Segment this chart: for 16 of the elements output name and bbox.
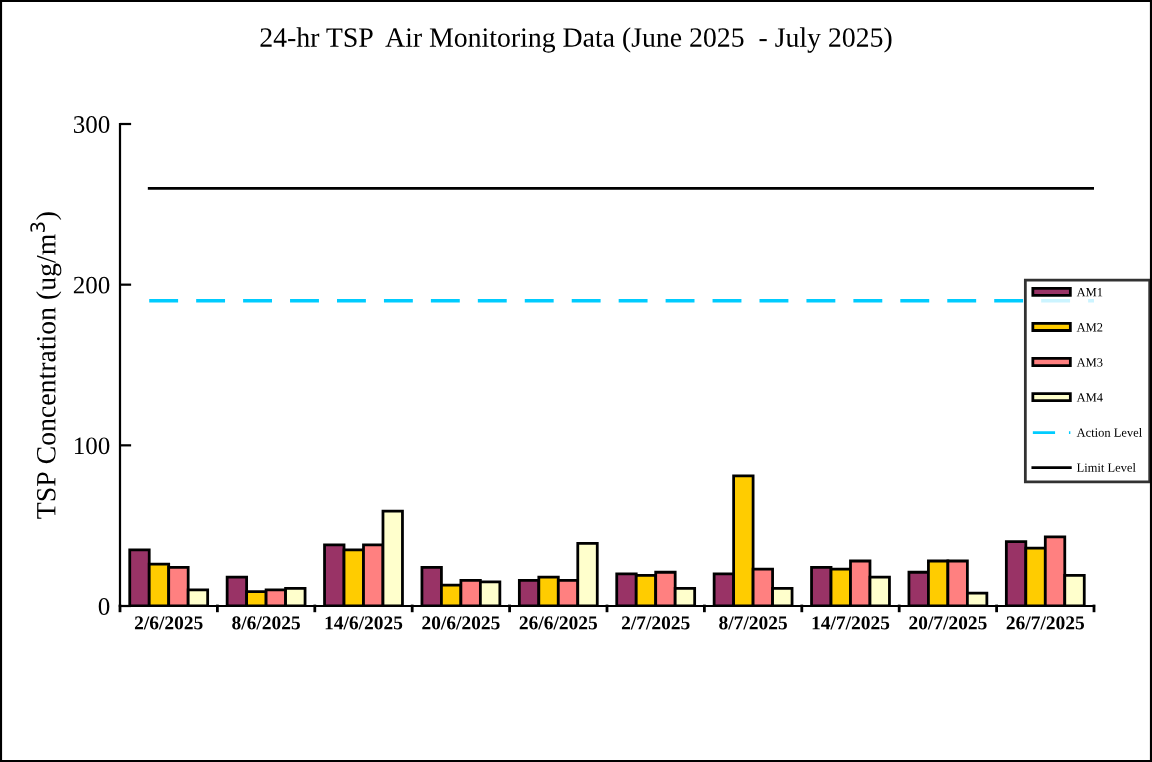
x-tick-label: 14/6/2025 — [325, 616, 403, 630]
x-tick-label: 8/6/2025 — [232, 616, 300, 630]
x-tick-label: 26/7/2025 — [1006, 616, 1085, 630]
y-axis-title: TSP Concentration (ug/m$^{3}$) — [30, 212, 62, 519]
x-tick-label: 2/7/2025 — [621, 616, 690, 630]
x-tick-label: 14/7/2025 — [812, 616, 890, 630]
y-tick-label: 100 — [74, 437, 110, 455]
x-tick-label: 8/7/2025 — [719, 616, 787, 630]
x-tick-label: 2/6/2025 — [134, 616, 203, 630]
chart-title: 24-hr TSP Air Monitoring Data (June 2025 - July 2025) — [260, 27, 892, 53]
x-tick-label: 20/7/2025 — [909, 616, 987, 630]
x-tick-label: 26/6/2025 — [519, 616, 598, 630]
y-tick-label: 0 — [98, 598, 110, 615]
y-tick-label: 300 — [73, 116, 110, 133]
y-tick-label: 200 — [73, 276, 110, 294]
x-tick-label: 20/6/2025 — [422, 616, 500, 630]
